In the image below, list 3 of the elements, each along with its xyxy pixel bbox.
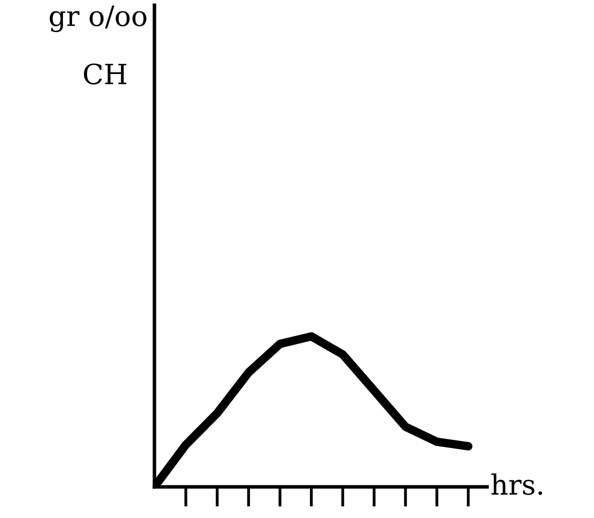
text: gr o/oo <box>50 6 146 32</box>
x-axis-title: hrs. <box>491 473 542 495</box>
text: CH <box>84 63 126 84</box>
